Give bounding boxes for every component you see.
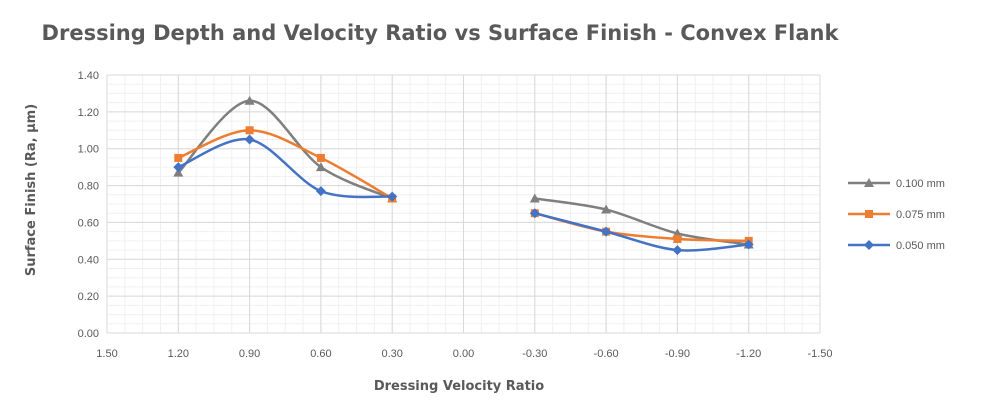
data-point <box>244 134 255 145</box>
legend-label: 0.075 mm <box>896 209 945 221</box>
axis-ticks: 0.00 0.20 0.40 0.60 0.80 1.00 1.20 1.40 1.50 1.20… <box>78 70 833 360</box>
y-tick-label: 0.00 <box>78 328 99 340</box>
y-tick-label: 0.80 <box>78 181 99 193</box>
series-0-050-mm <box>173 134 754 256</box>
data-point <box>173 162 184 173</box>
legend: 0.100 mm 0.075 mm 0.050 mm <box>848 178 945 252</box>
chart-title: Dressing Depth and Velocity Ratio vs Sur… <box>42 21 840 45</box>
data-point <box>244 95 255 105</box>
data-point <box>316 153 325 162</box>
series-line <box>177 99 394 200</box>
legend-label: 0.050 mm <box>896 240 945 252</box>
data-point <box>315 186 326 197</box>
data-point <box>173 167 184 177</box>
x-tick-label: 0.60 <box>310 348 331 360</box>
y-tick-label: 1.40 <box>78 70 99 82</box>
data-point <box>529 193 540 203</box>
data-point <box>672 245 683 256</box>
series-layer <box>173 95 754 256</box>
y-tick-label: 1.20 <box>78 107 99 119</box>
legend-marker <box>865 210 873 218</box>
data-point <box>245 126 254 135</box>
y-tick-label: 0.40 <box>78 254 99 266</box>
legend-item: 0.100 mm <box>848 178 945 190</box>
x-tick-label: -0.60 <box>594 348 619 360</box>
x-tick-label: 0.90 <box>239 348 260 360</box>
x-axis-title: Dressing Velocity Ratio <box>374 379 544 394</box>
x-tick-label: 1.50 <box>96 348 117 360</box>
legend-item: 0.050 mm <box>848 240 945 252</box>
legend-label: 0.100 mm <box>896 178 945 190</box>
grid <box>106 74 821 334</box>
legend-marker <box>864 178 874 187</box>
data-point <box>601 204 612 214</box>
x-tick-label: 0.00 <box>453 348 474 360</box>
data-point <box>601 226 612 237</box>
data-point <box>673 235 682 244</box>
x-tick-label: -0.30 <box>522 348 547 360</box>
x-tick-label: -0.90 <box>665 348 690 360</box>
series-line <box>177 129 394 200</box>
data-point <box>174 153 183 162</box>
x-tick-label: -1.20 <box>736 348 761 360</box>
x-tick-label: 0.30 <box>381 348 402 360</box>
legend-marker <box>864 240 874 250</box>
x-tick-label: -1.50 <box>807 348 832 360</box>
data-point <box>743 239 754 250</box>
data-point <box>387 191 398 202</box>
x-tick-label: 1.20 <box>168 348 189 360</box>
series-line <box>177 137 394 199</box>
y-tick-label: 0.20 <box>78 291 99 303</box>
y-tick-label: 0.60 <box>78 217 99 229</box>
data-point <box>529 208 540 219</box>
data-point <box>315 162 326 172</box>
series-line <box>533 211 750 252</box>
y-tick-label: 1.00 <box>78 144 99 156</box>
y-axis-title: Surface Finish (Ra, μm) <box>24 104 39 276</box>
legend-item: 0.075 mm <box>848 209 945 221</box>
